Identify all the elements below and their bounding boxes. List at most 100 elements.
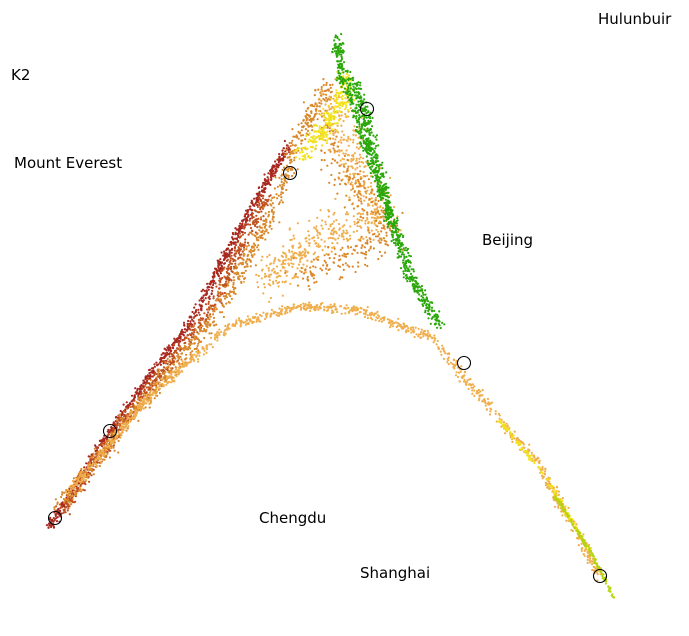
data-point <box>293 159 296 162</box>
data-point <box>239 248 242 251</box>
data-point <box>149 375 152 378</box>
data-point <box>584 545 587 548</box>
data-point <box>379 222 382 225</box>
data-point <box>297 253 300 256</box>
data-point <box>274 176 277 179</box>
data-point <box>246 265 249 268</box>
data-point <box>567 515 570 518</box>
data-point <box>226 325 229 329</box>
data-point <box>273 187 276 190</box>
series-0-dark_red <box>45 139 291 529</box>
data-point <box>126 414 129 417</box>
data-point <box>147 386 150 389</box>
data-point <box>153 365 156 368</box>
data-point <box>309 309 312 313</box>
data-point <box>580 547 583 551</box>
data-point <box>210 292 213 296</box>
data-point <box>300 129 303 132</box>
data-point <box>332 220 335 223</box>
data-point <box>260 200 263 203</box>
data-point <box>464 380 467 383</box>
data-point <box>318 130 321 133</box>
data-point <box>230 279 233 282</box>
data-point <box>260 216 263 219</box>
data-point <box>595 562 598 565</box>
data-point <box>321 249 324 252</box>
data-point <box>254 244 257 247</box>
data-point <box>162 366 166 369</box>
data-point <box>280 196 283 199</box>
data-point <box>307 251 310 255</box>
data-point <box>297 130 300 133</box>
data-point <box>190 324 193 327</box>
data-point <box>497 420 500 423</box>
data-point <box>370 313 373 316</box>
data-point <box>119 436 122 439</box>
data-point <box>52 525 55 528</box>
data-point <box>222 295 225 298</box>
data-point <box>312 253 315 256</box>
data-point <box>272 282 275 285</box>
data-point <box>215 285 218 288</box>
data-point <box>325 139 328 142</box>
data-point <box>112 442 115 445</box>
data-point <box>238 236 241 239</box>
data-point <box>366 226 369 229</box>
data-point <box>81 478 84 481</box>
data-point <box>338 164 341 167</box>
data-point <box>275 193 278 196</box>
data-point <box>444 352 447 355</box>
data-point <box>447 352 451 355</box>
data-point <box>239 222 242 225</box>
data-point <box>353 152 356 155</box>
data-point <box>377 257 380 261</box>
data-point <box>358 212 361 215</box>
data-point <box>333 115 336 118</box>
data-point <box>144 406 147 409</box>
data-point <box>88 474 91 477</box>
data-point <box>141 387 144 390</box>
data-point <box>352 138 355 141</box>
data-point <box>314 88 317 92</box>
data-point <box>83 466 86 469</box>
data-point <box>313 308 316 311</box>
data-point <box>256 281 259 284</box>
data-point <box>582 538 585 541</box>
data-point <box>590 563 594 566</box>
data-point <box>251 233 254 236</box>
data-point <box>304 156 307 159</box>
data-point <box>190 336 193 339</box>
data-point <box>446 361 449 364</box>
data-point <box>169 352 173 355</box>
data-point <box>254 231 257 234</box>
data-point <box>298 251 301 254</box>
data-point <box>160 377 163 380</box>
data-point <box>306 259 309 262</box>
data-point <box>319 267 322 270</box>
data-point <box>295 306 298 309</box>
data-point <box>129 405 132 408</box>
data-point <box>375 228 378 231</box>
data-point <box>307 234 311 237</box>
data-point <box>221 276 224 280</box>
data-point <box>219 258 222 261</box>
data-point <box>339 159 342 162</box>
data-point <box>133 396 136 399</box>
data-point <box>315 144 318 147</box>
data-point <box>346 245 349 248</box>
data-point <box>216 339 219 342</box>
data-point <box>317 88 320 91</box>
data-point <box>263 226 266 229</box>
data-point <box>388 227 391 230</box>
data-point <box>360 246 363 249</box>
data-point <box>208 332 211 335</box>
data-point <box>490 401 494 404</box>
data-point <box>402 323 406 326</box>
data-point <box>260 230 263 234</box>
data-point <box>323 308 326 311</box>
data-point <box>345 194 348 197</box>
data-point <box>398 322 401 325</box>
data-point <box>351 265 354 268</box>
data-point <box>517 443 521 446</box>
data-point <box>383 251 387 254</box>
